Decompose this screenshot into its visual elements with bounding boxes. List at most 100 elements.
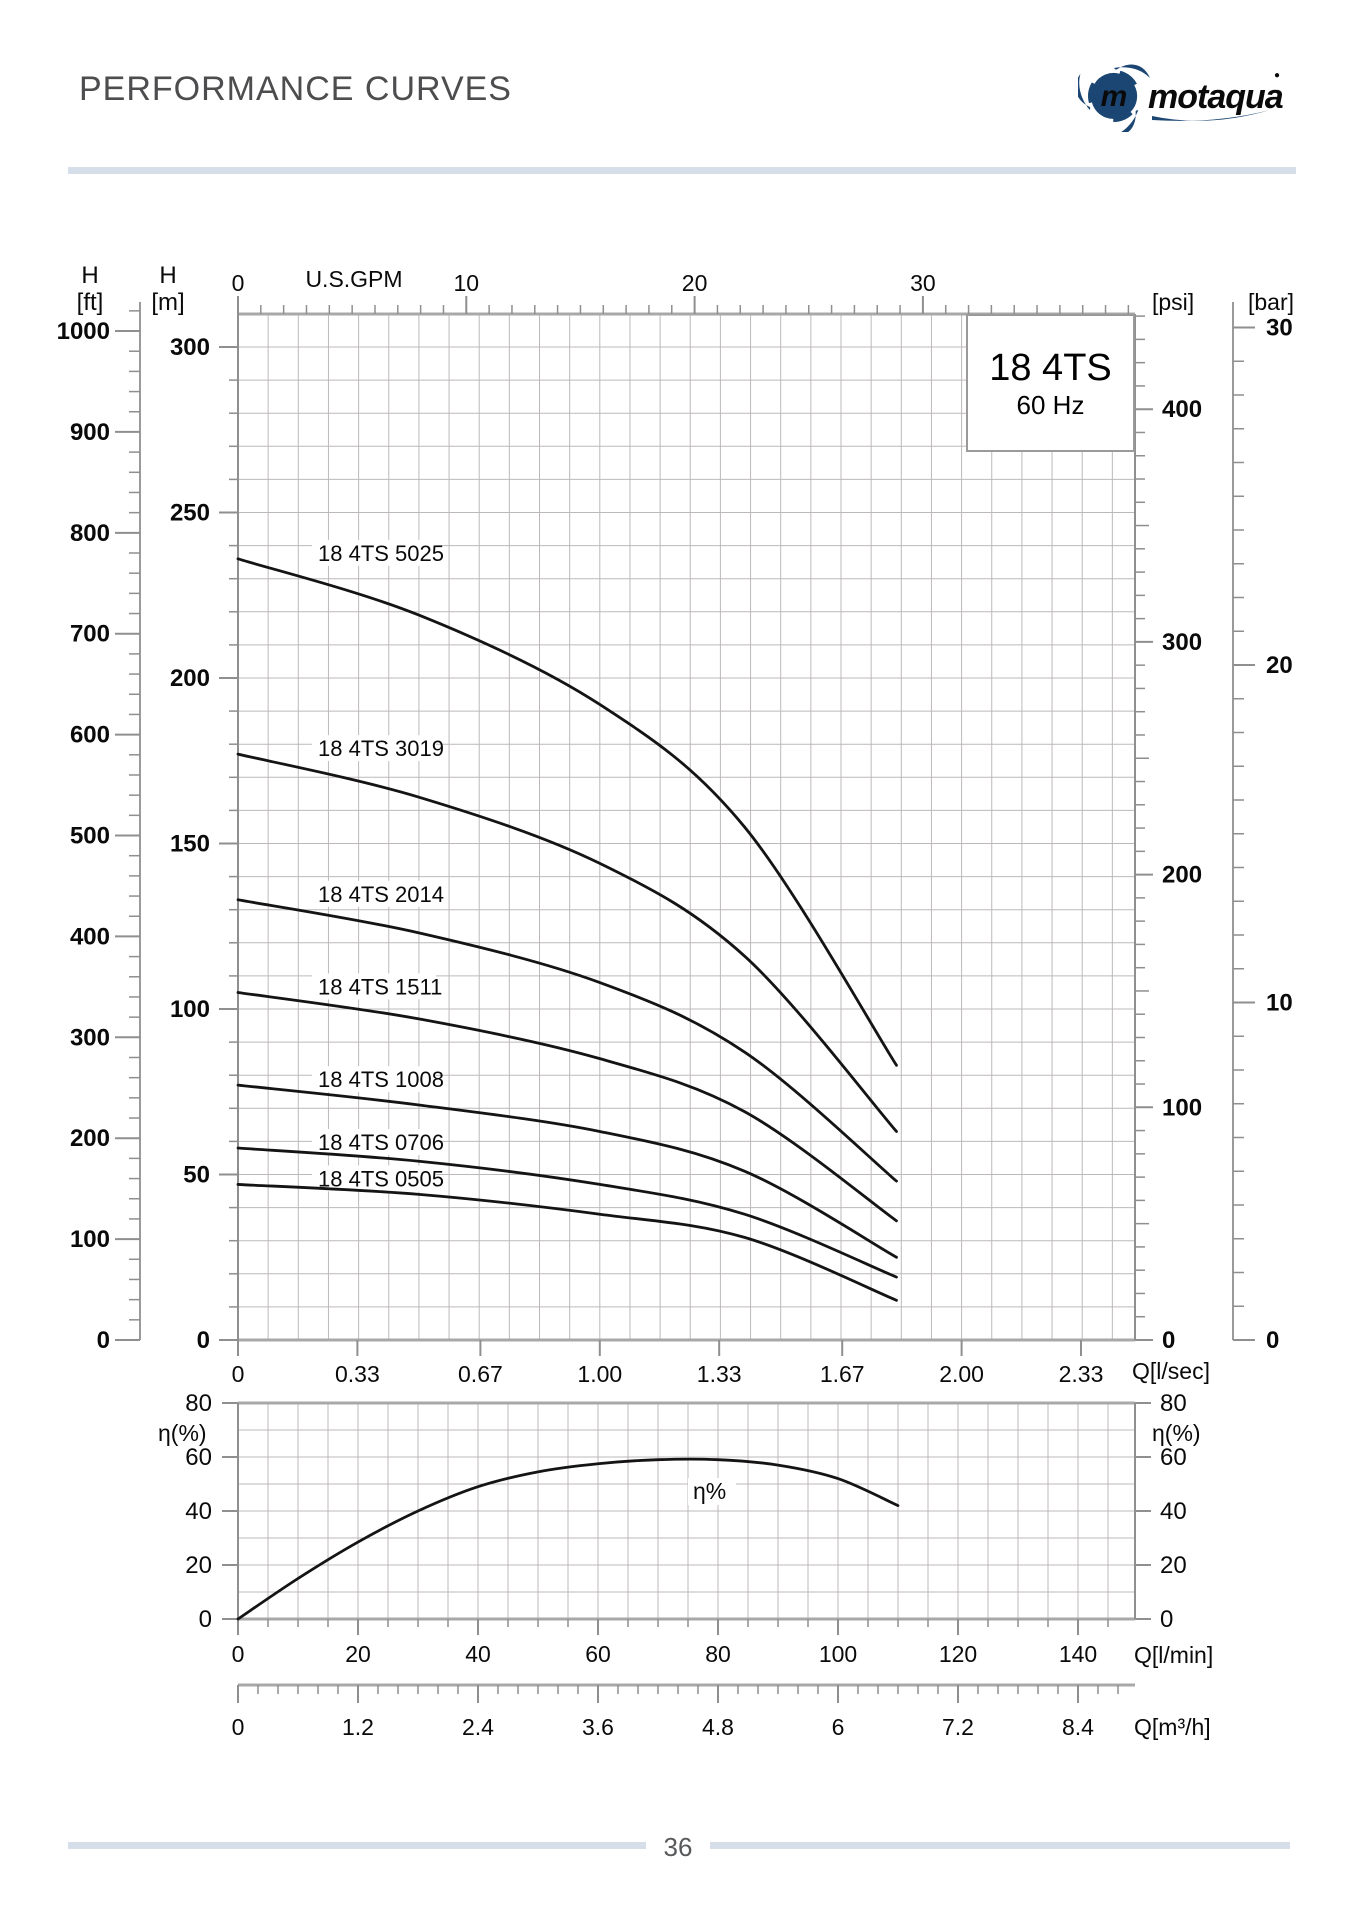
page-title: PERFORMANCE CURVES — [79, 70, 512, 108]
efficiency-curve — [236, 1457, 900, 1621]
axis-label-h-ft: H [ft] — [62, 262, 118, 316]
svg-text:7.2: 7.2 — [942, 1714, 974, 1740]
svg-text:0: 0 — [197, 1327, 210, 1354]
svg-text:200: 200 — [70, 1125, 110, 1152]
svg-text:700: 700 — [70, 621, 110, 648]
svg-text:60: 60 — [585, 1641, 611, 1667]
model-frequency: 60 Hz — [1016, 390, 1085, 420]
svg-text:18 4TS 0706: 18 4TS 0706 — [318, 1130, 444, 1155]
svg-text:100: 100 — [1162, 1094, 1202, 1121]
svg-text:40: 40 — [1160, 1498, 1187, 1525]
svg-text:0: 0 — [232, 1641, 245, 1667]
footer-rule-left — [68, 1842, 646, 1849]
svg-text:0: 0 — [232, 1361, 245, 1387]
svg-text:500: 500 — [70, 823, 110, 850]
m-scale-ticks — [219, 346, 238, 1341]
axis-label-q-lsec: Q[l/sec] — [1132, 1358, 1210, 1384]
axis-label-psi: [psi] — [1152, 289, 1195, 315]
lmin-axis-labels: 0 20 40 60 80 100 120 140 — [232, 1641, 1098, 1667]
svg-text:100: 100 — [819, 1641, 857, 1667]
svg-text:18 4TS 5025: 18 4TS 5025 — [318, 541, 444, 566]
h-ft-symbol: H — [81, 262, 99, 289]
svg-text:18 4TS 1008: 18 4TS 1008 — [318, 1067, 444, 1092]
m-scale-labels: 0 50 100 150 200 250 300 — [170, 334, 210, 1354]
svg-text:30: 30 — [1266, 315, 1293, 342]
svg-text:10: 10 — [454, 270, 480, 296]
page-number: 36 — [663, 1832, 693, 1862]
h-m-symbol: H — [159, 262, 177, 289]
svg-text:1000: 1000 — [57, 318, 110, 345]
svg-text:2.4: 2.4 — [462, 1714, 494, 1740]
svg-text:150: 150 — [170, 831, 210, 858]
lsec-axis-ticks — [237, 1340, 1082, 1356]
logo-swirl-icon: m — [1075, 64, 1150, 137]
footer-rule-right — [710, 1842, 1290, 1849]
gpm-axis-tick-labels: 0 10 20 30 — [232, 270, 936, 296]
psi-scale-labels: 0 100 200 300 400 — [1162, 396, 1202, 1354]
eta-curve-label: η% — [693, 1478, 726, 1504]
svg-text:900: 900 — [70, 419, 110, 446]
svg-text:0: 0 — [232, 270, 245, 296]
bar-ruler-labels: 0 10 20 30 — [1266, 315, 1293, 1355]
model-box: 18 4TS 60 Hz — [966, 314, 1135, 452]
model-name: 18 4TS — [989, 347, 1112, 389]
svg-text:10: 10 — [1266, 990, 1293, 1017]
svg-text:140: 140 — [1059, 1641, 1097, 1667]
svg-text:20: 20 — [345, 1641, 371, 1667]
svg-text:60: 60 — [185, 1444, 212, 1471]
svg-text:1.00: 1.00 — [577, 1361, 622, 1387]
lmin-axis-ticks — [237, 1619, 1109, 1635]
svg-text:3.6: 3.6 — [582, 1714, 614, 1740]
m3h-ruler-labels: 0 1.2 2.4 3.6 4.8 6 7.2 8.4 — [232, 1714, 1095, 1740]
svg-text:1.2: 1.2 — [342, 1714, 374, 1740]
svg-text:1.33: 1.33 — [697, 1361, 742, 1387]
lsec-axis-tick-labels: 0 0.33 0.67 1.00 1.33 1.67 2.00 2.33 — [232, 1361, 1104, 1387]
eta-axis-labels: 0 0 20 20 40 40 60 60 80 80 — [185, 1390, 1186, 1633]
svg-text:0.67: 0.67 — [458, 1361, 503, 1387]
axis-label-h-m: H [m] — [140, 262, 196, 316]
eta-label-background — [688, 1478, 736, 1505]
axis-label-q-lmin: Q[l/min] — [1134, 1642, 1214, 1668]
axis-label-bar: [bar] — [1248, 289, 1295, 315]
svg-text:0: 0 — [232, 1714, 245, 1740]
efficiency-chart-grid — [238, 1403, 1135, 1619]
svg-text:80: 80 — [1160, 1390, 1187, 1417]
svg-text:100: 100 — [70, 1226, 110, 1253]
curve-labels: 18 4TS 5025 18 4TS 3019 18 4TS 2014 18 4TS … — [318, 541, 444, 1192]
svg-text:120: 120 — [939, 1641, 977, 1667]
svg-text:6: 6 — [832, 1714, 845, 1740]
logo-swoosh — [1152, 110, 1270, 121]
svg-text:0: 0 — [199, 1606, 212, 1633]
main-chart-frame — [237, 312, 1136, 1342]
svg-text:2.00: 2.00 — [939, 1361, 984, 1387]
curve-18-4ts-2014 — [236, 898, 898, 1183]
axis-label-usgpm: U.S.GPM — [305, 266, 403, 292]
brand-logo: m motaqua ● — [1075, 56, 1288, 137]
ft-ruler-labels: 0 100 200 300 400 500 600 700 800 900 1000 — [57, 318, 110, 1354]
svg-text:50: 50 — [183, 1162, 210, 1189]
svg-text:400: 400 — [1162, 396, 1202, 423]
axis-label-eta-right: η(%) — [1152, 1420, 1201, 1446]
svg-text:20: 20 — [1266, 652, 1293, 679]
svg-text:0: 0 — [1160, 1606, 1173, 1633]
svg-text:20: 20 — [1160, 1552, 1187, 1579]
gpm-axis-ticks — [237, 296, 1130, 314]
svg-text:20: 20 — [185, 1552, 212, 1579]
svg-text:100: 100 — [170, 996, 210, 1023]
curve-label-backgrounds — [312, 539, 436, 1192]
axis-label-q-m3h: Q[m³/h] — [1134, 1714, 1211, 1740]
logo-registered-mark: ● — [1274, 70, 1280, 81]
curve-18-4ts-5025 — [236, 557, 898, 1067]
svg-text:60: 60 — [1160, 1444, 1187, 1471]
svg-text:20: 20 — [682, 270, 708, 296]
main-chart-grid — [238, 314, 1135, 1340]
svg-text:1.67: 1.67 — [820, 1361, 865, 1387]
bar-ruler-ticks — [1233, 326, 1255, 1341]
svg-text:30: 30 — [910, 270, 936, 296]
svg-text:m: m — [1101, 80, 1128, 113]
curve-18-4ts-0706 — [236, 1146, 898, 1279]
svg-text:40: 40 — [185, 1498, 212, 1525]
curve-18-4ts-3019 — [236, 752, 898, 1133]
